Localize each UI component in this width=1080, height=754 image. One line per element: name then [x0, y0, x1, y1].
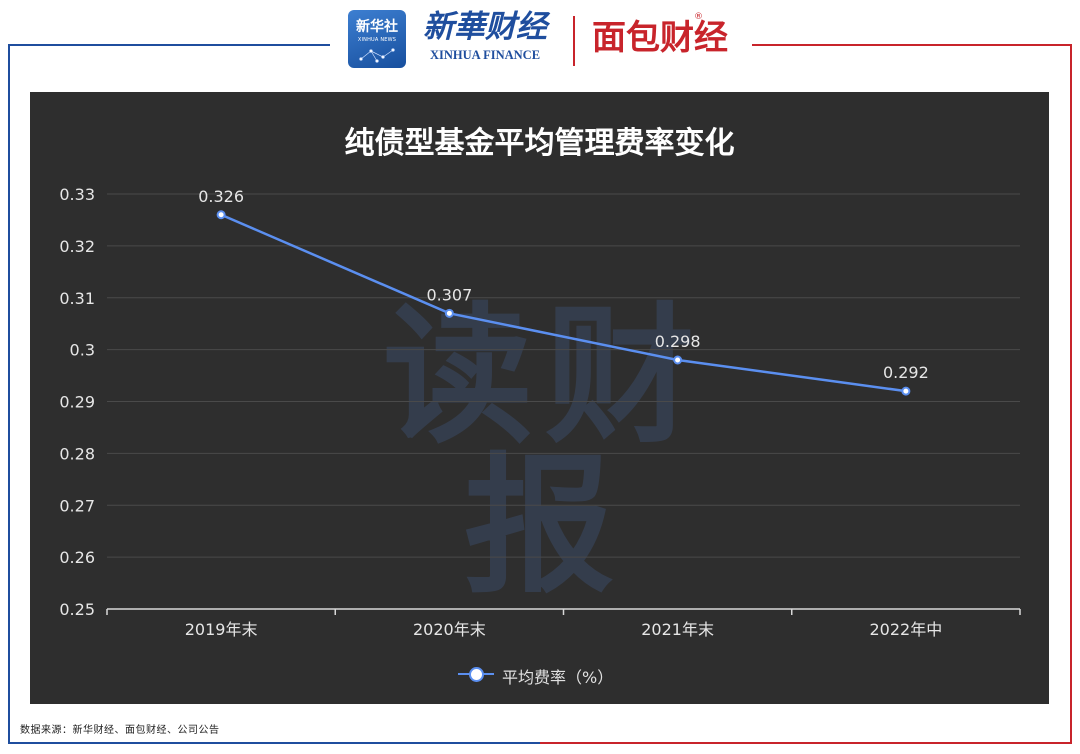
x-tick-label: 2021年末	[641, 620, 714, 639]
frame-border-left	[8, 44, 10, 744]
data-label: 0.326	[198, 187, 244, 206]
y-tick-label: 0.25	[59, 600, 95, 619]
x-tick-label: 2020年末	[413, 620, 486, 639]
y-tick-label: 0.27	[59, 496, 95, 515]
brand-primary-zh: 新華财经	[423, 9, 547, 45]
frame-border-bottom-right	[540, 742, 1072, 744]
x-tick-label: 2019年末	[185, 620, 258, 639]
y-tick-label: 0.26	[59, 548, 95, 567]
xinhua-badge-en: XINHUA NEWS	[357, 37, 397, 43]
chart-plot: 0.25 0.26 0.27 0.28 0.29 0.3 0.31 0.32 0.33 2019年…	[59, 185, 1021, 639]
xinhua-finance-logo: 新華财经 XINHUA FINANCE	[420, 8, 550, 63]
data-point[interactable]	[901, 386, 911, 396]
chart-title: 纯债型基金平均管理费率变化	[344, 126, 735, 161]
chart-panel: 读财报 纯债型基金平均管理费率变化 0.25 0.26 0.27 0.28 0.29 0.…	[30, 92, 1049, 704]
frame-border-right	[1070, 44, 1072, 744]
y-tick-label: 0.29	[59, 393, 95, 412]
data-label: 0.292	[883, 363, 929, 382]
x-tick-label: 2022年中	[870, 620, 943, 639]
data-point[interactable]	[673, 355, 683, 365]
y-tick-label: 0.31	[59, 289, 95, 308]
mianbao-finance-logo: 面包财经	[592, 18, 728, 58]
header-logos: 新华社 XINHUA NEWS 新華财经 XINHUA FINANCE 面包财经…	[340, 8, 750, 72]
xinhua-badge-zh: 新华社	[356, 19, 398, 35]
data-label: 0.298	[655, 332, 701, 351]
data-point[interactable]	[216, 210, 226, 220]
y-tick-label: 0.32	[59, 237, 95, 256]
logo-divider	[573, 16, 575, 66]
data-point[interactable]	[444, 308, 454, 318]
y-tick-label: 0.3	[70, 341, 95, 360]
legend-label: 平均费率（%）	[502, 668, 614, 687]
data-label: 0.307	[426, 285, 472, 304]
registered-mark: ®	[694, 12, 703, 22]
brand-primary-en: XINHUA FINANCE	[429, 48, 541, 62]
frame-border-top-left	[8, 44, 330, 46]
series-line	[220, 213, 907, 393]
y-tick-label: 0.33	[59, 185, 95, 204]
legend-line-marker-icon	[458, 667, 494, 682]
source-note: 数据来源：新华财经、面包财经、公司公告	[20, 725, 220, 736]
xinhua-news-logo: 新华社 XINHUA NEWS	[348, 10, 406, 68]
frame-border-top-right	[752, 44, 1072, 46]
watermark: 读财报	[382, 290, 707, 614]
frame-border-bottom-left	[8, 742, 540, 744]
y-tick-label: 0.28	[59, 444, 95, 463]
network-icon	[359, 48, 395, 63]
